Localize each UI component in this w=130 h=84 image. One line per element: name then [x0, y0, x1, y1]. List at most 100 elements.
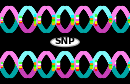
Polygon shape [129, 61, 130, 70]
Polygon shape [76, 19, 77, 28]
Polygon shape [39, 20, 40, 28]
Polygon shape [5, 26, 6, 32]
Polygon shape [66, 74, 67, 78]
Polygon shape [112, 13, 113, 22]
Polygon shape [91, 18, 92, 27]
Bar [34, 18, 35, 20]
Polygon shape [107, 68, 108, 76]
Polygon shape [29, 51, 30, 55]
Polygon shape [18, 15, 19, 24]
Polygon shape [85, 28, 86, 33]
Polygon shape [63, 29, 64, 33]
Polygon shape [104, 28, 105, 33]
Polygon shape [67, 6, 68, 11]
Bar [1, 64, 2, 65]
Polygon shape [88, 8, 89, 15]
Bar [38, 66, 40, 67]
Polygon shape [10, 51, 11, 55]
Bar [128, 19, 129, 20]
Polygon shape [45, 6, 46, 9]
Polygon shape [31, 26, 32, 32]
Polygon shape [72, 11, 73, 20]
Polygon shape [129, 16, 130, 25]
Polygon shape [83, 52, 84, 54]
Polygon shape [47, 75, 48, 78]
Bar [19, 16, 21, 17]
Polygon shape [25, 73, 26, 78]
Bar [57, 15, 59, 17]
Polygon shape [48, 51, 49, 56]
Bar [1, 17, 2, 18]
Polygon shape [78, 54, 79, 61]
Polygon shape [102, 52, 103, 54]
Polygon shape [91, 57, 92, 66]
Polygon shape [47, 29, 48, 33]
Polygon shape [61, 7, 62, 12]
Bar [128, 66, 129, 67]
Polygon shape [54, 62, 55, 71]
Polygon shape [28, 75, 29, 78]
Polygon shape [11, 28, 12, 33]
Bar [38, 20, 40, 22]
Bar [128, 62, 129, 63]
Bar [38, 67, 40, 68]
Polygon shape [4, 69, 5, 76]
Bar [38, 19, 40, 20]
Bar [34, 14, 35, 16]
Polygon shape [80, 6, 81, 12]
Polygon shape [88, 53, 89, 60]
Polygon shape [57, 57, 58, 65]
Polygon shape [17, 62, 18, 71]
Bar [95, 66, 96, 68]
Polygon shape [106, 53, 107, 59]
Polygon shape [111, 15, 112, 24]
Polygon shape [29, 29, 30, 33]
Polygon shape [27, 75, 28, 78]
Polygon shape [68, 26, 69, 32]
Bar [38, 64, 40, 65]
Bar [1, 19, 2, 20]
Polygon shape [73, 16, 74, 25]
Polygon shape [36, 16, 37, 25]
Polygon shape [92, 16, 93, 25]
Polygon shape [79, 52, 80, 59]
Polygon shape [20, 57, 21, 65]
Polygon shape [14, 68, 15, 76]
Polygon shape [37, 14, 38, 23]
Polygon shape [16, 56, 17, 65]
Polygon shape [32, 53, 33, 60]
Bar [109, 18, 111, 19]
Polygon shape [1, 18, 2, 27]
Polygon shape [17, 17, 18, 26]
Polygon shape [100, 29, 101, 33]
Polygon shape [59, 8, 60, 16]
Polygon shape [53, 56, 54, 65]
Polygon shape [34, 10, 35, 18]
Polygon shape [65, 30, 66, 32]
Polygon shape [98, 52, 99, 58]
Polygon shape [102, 6, 103, 9]
Polygon shape [114, 66, 115, 74]
Polygon shape [94, 63, 95, 72]
Polygon shape [7, 51, 8, 56]
Polygon shape [10, 74, 11, 78]
Polygon shape [29, 6, 30, 10]
Polygon shape [60, 25, 61, 31]
Polygon shape [42, 25, 43, 32]
Polygon shape [88, 24, 89, 31]
Polygon shape [58, 20, 59, 29]
Polygon shape [39, 56, 40, 64]
Bar [76, 19, 78, 20]
Polygon shape [17, 58, 18, 67]
Bar [57, 17, 59, 18]
Polygon shape [65, 75, 66, 78]
Bar [52, 20, 54, 22]
Polygon shape [30, 27, 31, 32]
Polygon shape [69, 70, 70, 77]
Polygon shape [33, 9, 34, 16]
Polygon shape [2, 65, 3, 74]
Polygon shape [81, 73, 82, 78]
Polygon shape [121, 6, 122, 9]
Polygon shape [79, 7, 80, 14]
Bar [52, 15, 54, 16]
